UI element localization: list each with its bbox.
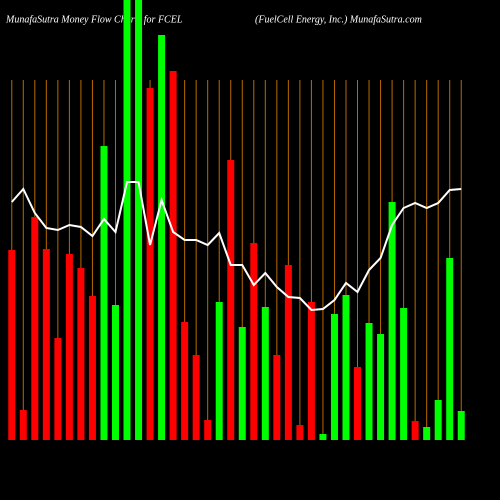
bar	[54, 338, 62, 440]
bar	[377, 334, 385, 440]
bar	[388, 202, 396, 440]
bar	[342, 295, 350, 440]
chart-subtitle: (FuelCell Energy, Inc.) MunafaSutra.com	[255, 14, 422, 25]
bar	[42, 249, 50, 440]
bar	[204, 420, 212, 440]
bar	[19, 410, 27, 440]
bar	[307, 302, 315, 440]
bar	[215, 302, 223, 440]
bar	[365, 323, 373, 440]
bar	[457, 411, 465, 440]
bar	[31, 217, 39, 440]
bar	[8, 250, 16, 440]
bar	[330, 314, 338, 440]
bar	[111, 305, 119, 440]
bar	[319, 434, 327, 440]
bar	[446, 258, 454, 440]
bar	[273, 355, 281, 440]
bar	[146, 88, 154, 440]
bar	[135, 0, 143, 440]
bar	[354, 367, 362, 440]
bar	[261, 307, 269, 440]
bar	[192, 355, 200, 440]
bar	[296, 425, 304, 440]
bar	[400, 308, 408, 440]
bar	[423, 427, 431, 440]
bar	[434, 400, 442, 440]
money-flow-line	[11, 181, 462, 312]
bar	[88, 296, 96, 440]
bar	[227, 160, 235, 440]
bar	[123, 0, 131, 440]
bar	[100, 146, 108, 440]
bar	[77, 268, 85, 440]
bar	[169, 71, 177, 440]
bar	[284, 265, 292, 440]
bar	[65, 254, 73, 440]
bar	[181, 322, 189, 440]
chart-title: MunafaSutra Money Flow Charts for FCEL	[5, 14, 183, 25]
bar	[411, 421, 419, 440]
bar	[158, 35, 166, 440]
bar	[250, 243, 258, 440]
bar	[238, 327, 246, 440]
